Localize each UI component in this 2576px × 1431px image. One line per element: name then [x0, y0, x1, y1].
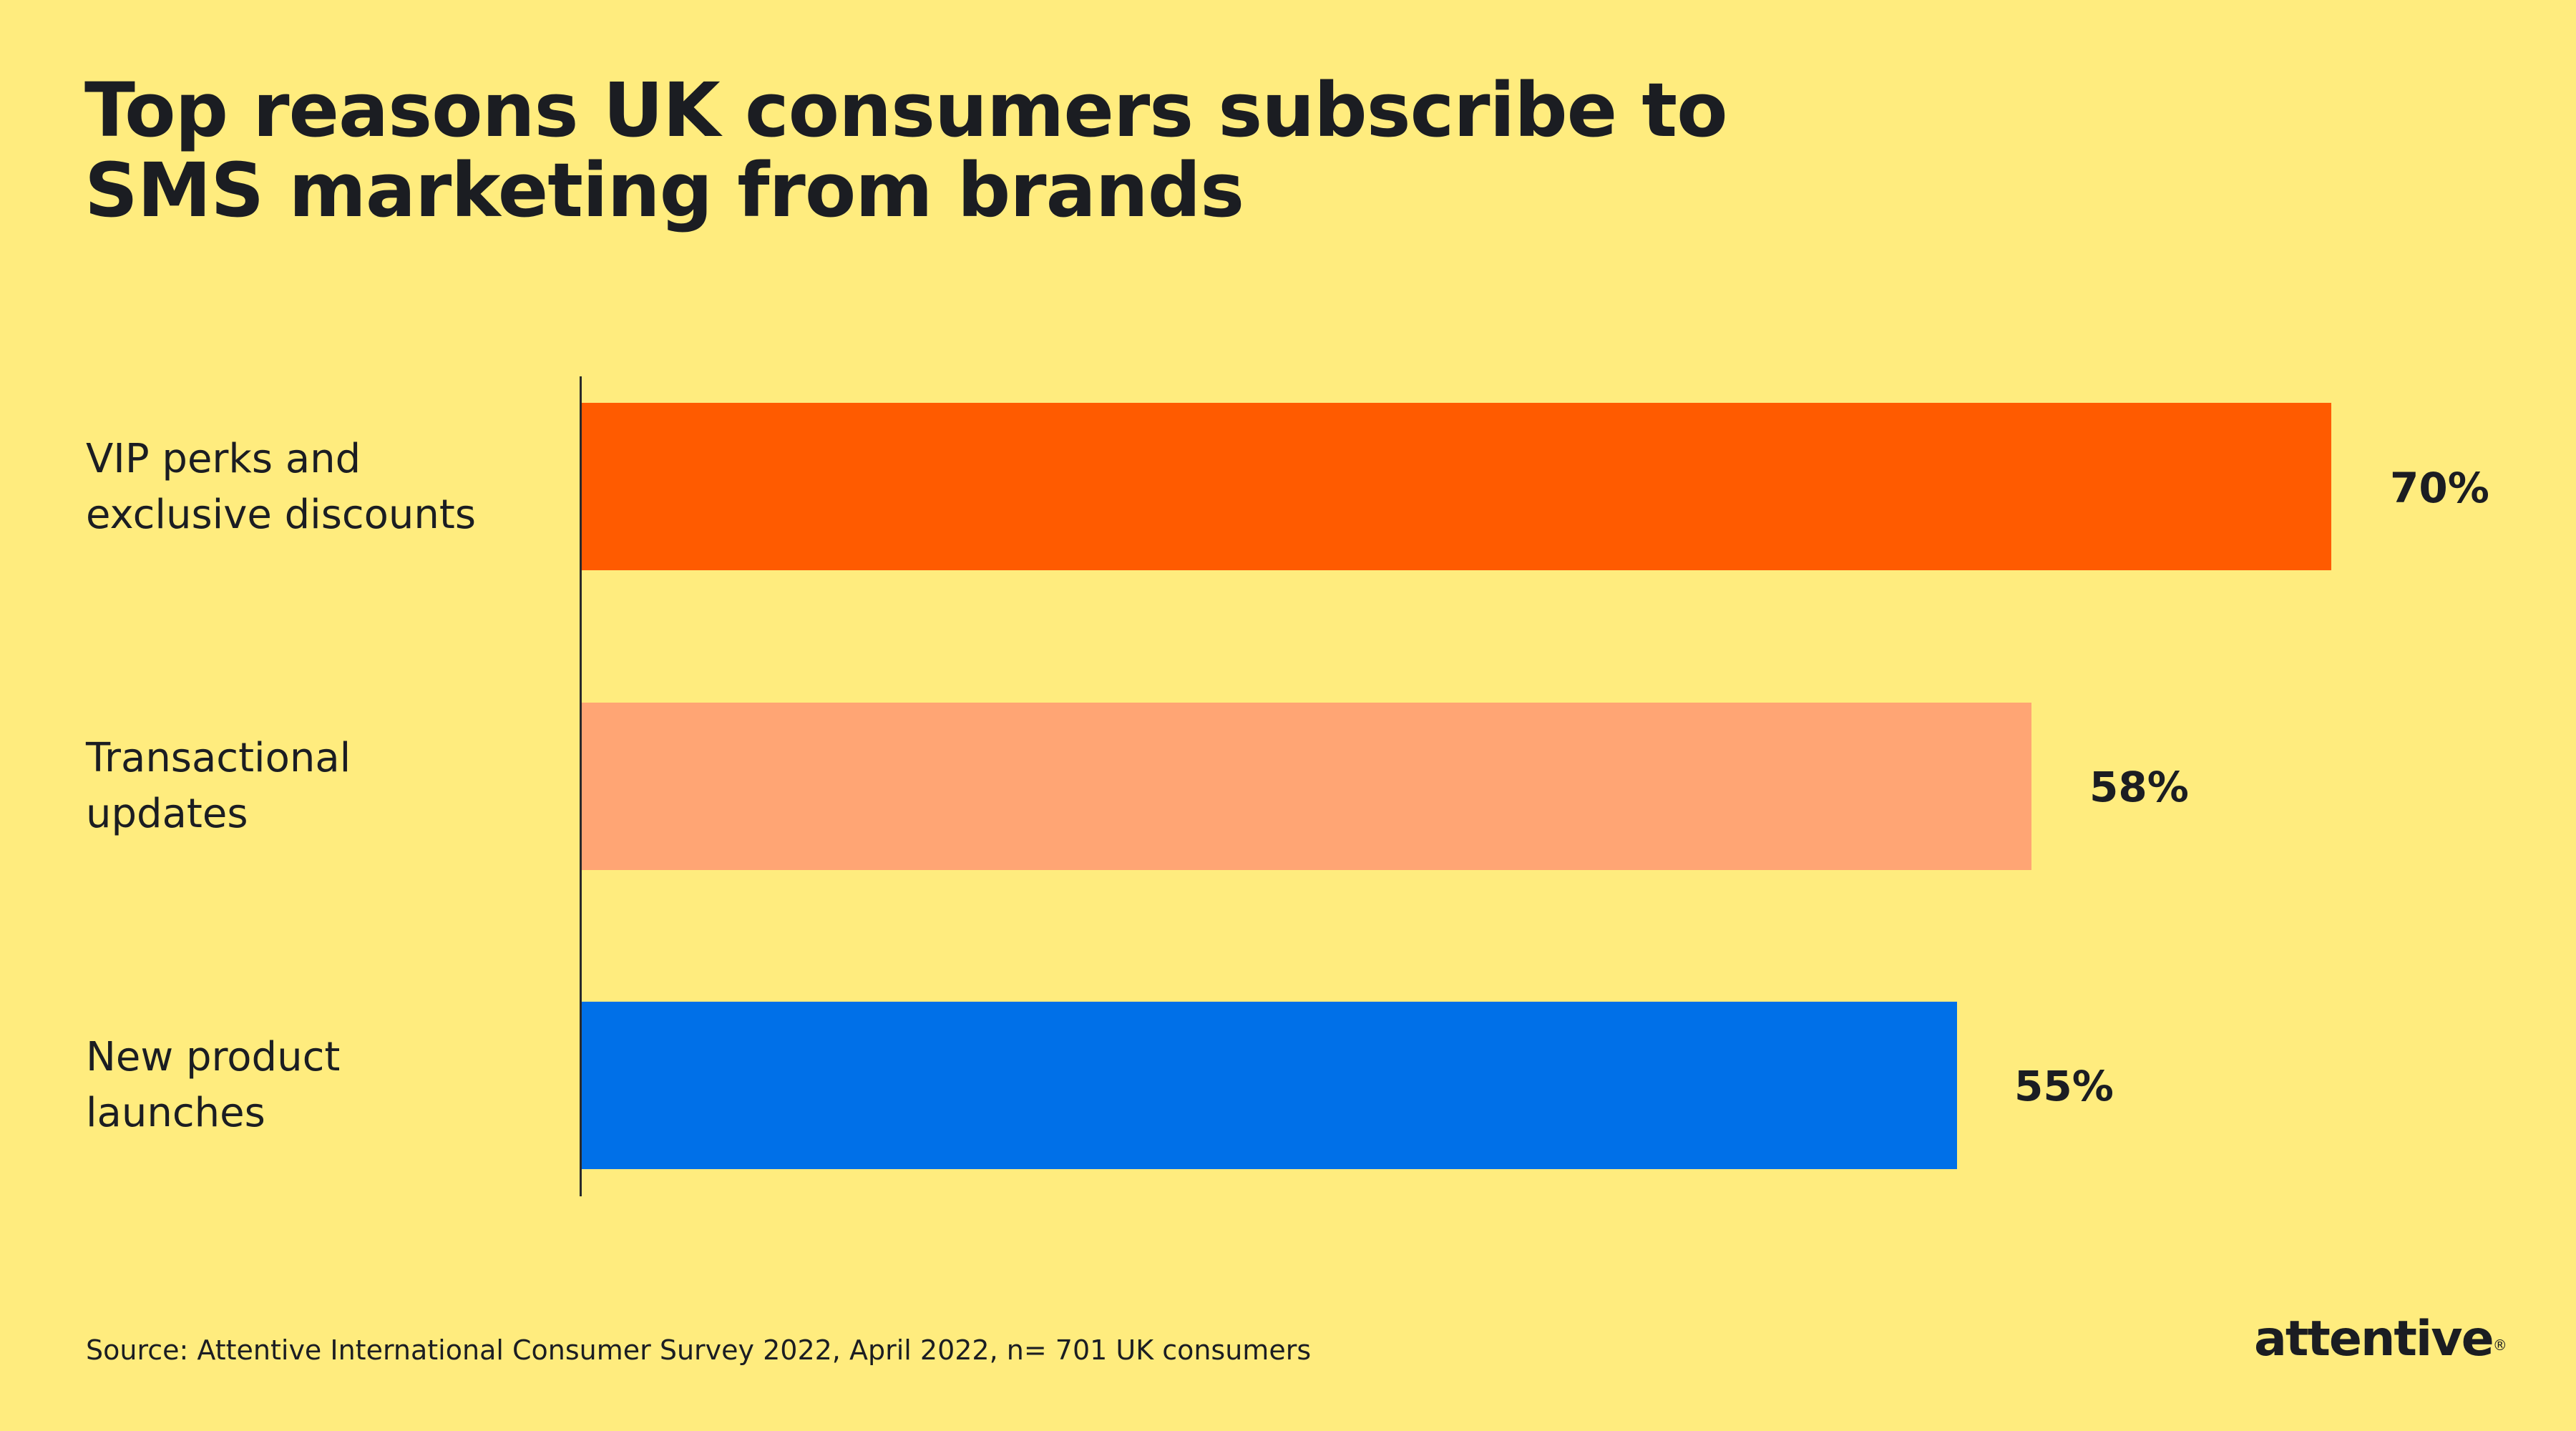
category-label-line: VIP perks and [86, 436, 361, 482]
category-label-vip-perks: VIP perks and exclusive discounts [86, 431, 572, 543]
bar-vip-perks [582, 403, 2331, 570]
category-label-line: updates [86, 791, 248, 837]
category-label-line: Transactional [86, 735, 351, 781]
source-note: Source: Attentive International Consumer… [86, 1334, 1312, 1366]
category-label-transactional-updates: Transactional updates [86, 731, 572, 842]
attentive-logo: attentive® [2254, 1311, 2507, 1368]
chart-title-line-2: SMS marketing from brands [84, 147, 1244, 234]
value-label-vip-perks: 70% [2390, 464, 2489, 512]
bar-new-product-launches [582, 1002, 1957, 1169]
category-label-line: launches [86, 1090, 265, 1136]
bar-transactional-updates [582, 703, 2031, 870]
category-label-new-product-launches: New product launches [86, 1030, 572, 1141]
value-label-transactional-updates: 58% [2089, 763, 2189, 811]
chart-title-line-1: Top reasons UK consumers subscribe to [84, 67, 1728, 154]
y-axis-line [580, 376, 582, 1196]
chart-title: Top reasons UK consumers subscribe to SM… [84, 70, 1945, 230]
registered-mark-icon: ® [2492, 1337, 2507, 1354]
value-label-new-product-launches: 55% [2014, 1062, 2114, 1110]
category-label-line: exclusive discounts [86, 492, 477, 538]
logo-wordmark: attentive [2254, 1311, 2494, 1367]
category-label-line: New product [86, 1034, 341, 1080]
